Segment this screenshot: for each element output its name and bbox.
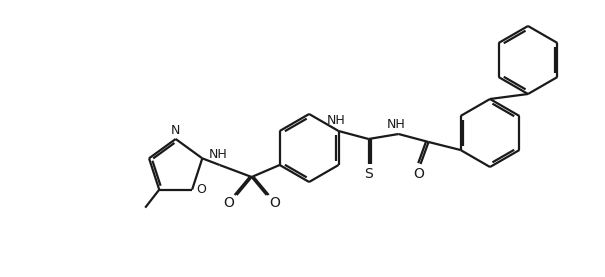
Text: S: S: [364, 167, 373, 181]
Text: NH: NH: [208, 148, 227, 161]
Text: NH: NH: [387, 117, 406, 130]
Text: NH: NH: [327, 114, 346, 127]
Text: O: O: [223, 196, 234, 210]
Text: N: N: [171, 124, 180, 137]
Text: O: O: [269, 196, 280, 210]
Text: O: O: [413, 167, 424, 181]
Text: O: O: [196, 183, 206, 196]
